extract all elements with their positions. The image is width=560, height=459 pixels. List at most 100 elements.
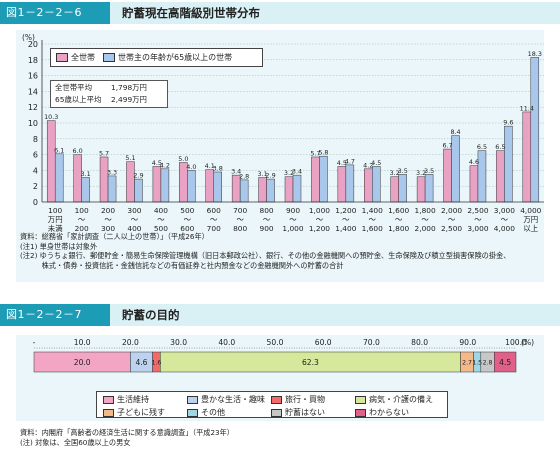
x-tick-label: 1,200 (335, 206, 356, 215)
y-tick-label: 14 (28, 87, 38, 96)
x-tick-label: 1,400 (335, 224, 356, 233)
data-label: 4.2 (363, 161, 373, 169)
x-tick-label: 100 (48, 206, 62, 215)
data-label: 5.7 (310, 149, 320, 157)
bar-senior-households (504, 125, 513, 203)
bar-all-households (73, 154, 82, 203)
legend2-item-7: わからない (355, 407, 445, 418)
figure2-header: 図1－2－2－7 貯蓄の目的 (0, 304, 560, 326)
legend2-label-3: 病気・介護の備え (369, 395, 433, 404)
x-tick-label: ～ (421, 215, 429, 224)
average-box: 全世帯平均 1,798万円 65歳以上平均 2,499万円 (50, 80, 168, 108)
bar-senior-households (54, 153, 64, 203)
x-tick-label: 100.0 (505, 338, 527, 347)
legend-swatch-senior (103, 53, 115, 62)
data-label: 3.2 (284, 169, 294, 177)
legend2-swatch-3 (355, 395, 366, 404)
legend2-label-7: わからない (369, 408, 409, 417)
x-tick-label: 1,200 (309, 224, 330, 233)
figure2-notes: 資料：内閣府「高齢者の経済生活に関する意識調査」（平成23年） (注) 対象は、… (20, 428, 234, 447)
figure2-note: (注) 対象は、全国60歳以上の男女 (20, 437, 131, 447)
x-tick-label: - (33, 338, 36, 347)
figure2-source: 資料：内閣府「高齢者の経済生活に関する意識調査」（平成23年） (20, 428, 234, 437)
data-label: 3.2 (390, 169, 400, 177)
x-tick-label: 100 (75, 206, 89, 215)
y-tick-label: 10 (28, 119, 38, 128)
legend2-label-6: 貯蓄はない (285, 408, 325, 417)
legend2-item-1: 豊かな生活・趣味 (187, 394, 271, 405)
data-label: 5.0 (178, 155, 188, 163)
segment-label: 2.7 (462, 360, 472, 367)
legend-label-all: 全世帯 (71, 53, 95, 62)
data-label: 9.6 (503, 119, 513, 127)
y-tick-label: 12 (28, 103, 38, 112)
legend2-item-4: 子どもに残す (103, 407, 187, 418)
bar-all-households (284, 176, 294, 203)
bar-senior-households (345, 164, 355, 203)
legend2-label-0: 生活維持 (117, 395, 149, 404)
data-label: 4.6 (469, 158, 479, 166)
x-tick-label: 90.0 (459, 338, 476, 347)
data-label: 4.5 (152, 159, 162, 167)
figure1-notes: 資料：総務省「家計調査（二人以上の世帯）」（平成26年） (注1) 単身世帯は対… (20, 232, 510, 270)
bar-all-households (496, 150, 505, 203)
x-tick-label: 300 (101, 224, 115, 233)
average-senior-label: 65歳以上平均 (55, 95, 102, 104)
bar-senior-households (292, 174, 302, 203)
x-tick-label: ～ (342, 215, 350, 224)
bar-all-households (390, 176, 399, 203)
bar-senior-households (319, 155, 328, 203)
x-tick-label: 万円 (523, 215, 538, 224)
figure1-note2: (注2) ゆうちょ銀行、郵便貯金・簡易生命保険管理機構（旧日本郵政公社）、銀行、… (20, 251, 511, 261)
x-tick-label: 60.0 (315, 338, 332, 347)
x-tick-label: 900 (286, 206, 300, 215)
data-label: 3.8 (213, 164, 223, 172)
x-tick-label: ～ (184, 215, 192, 224)
x-tick-label: 80.0 (411, 338, 428, 347)
x-tick-label: 2,000 (441, 206, 462, 215)
legend2-item-5: その他 (187, 407, 271, 418)
average-row-all: 全世帯平均 1,798万円 (55, 82, 167, 94)
y-tick-label: 8 (33, 135, 38, 144)
bar-senior-households (81, 177, 90, 203)
x-tick-label: 500 (154, 224, 168, 233)
legend-label-senior: 世帯主の年齢が65歳以上の世帯 (118, 53, 233, 62)
x-tick-label: 1,400 (362, 206, 383, 215)
x-tick-label: 1,800 (415, 206, 436, 215)
x-tick-label: ～ (316, 215, 324, 224)
data-label: 3.5 (398, 167, 408, 175)
bar-all-households (46, 120, 56, 203)
legend2-label-1: 豊かな生活・趣味 (201, 395, 265, 404)
x-tick-label: 以上 (523, 224, 538, 233)
figure1-note1: (注1) 単身世帯は対象外 (20, 241, 98, 251)
bar-all-households (443, 148, 452, 203)
bar-senior-households (187, 170, 196, 203)
data-label: 4.0 (186, 163, 196, 171)
bar-senior-households (398, 174, 407, 203)
legend2-swatch-6 (271, 408, 282, 417)
x-tick-label: ～ (474, 215, 482, 224)
x-tick-label: ～ (157, 215, 165, 224)
segment-label: 2.8 (483, 360, 493, 367)
x-tick-label: ～ (131, 215, 139, 224)
data-label: 10.3 (44, 113, 58, 121)
y-tick-label: 20 (28, 40, 38, 49)
figure1-note2-cont: 株式・債券・投資信託・金銭信託などの有価証券と社内預金などの金融機関外への貯蓄の… (20, 260, 344, 270)
x-tick-label: ～ (263, 215, 271, 224)
bar-all-households (126, 161, 135, 203)
bar-all-households (152, 166, 162, 203)
segment-label: 4.5 (499, 358, 511, 367)
bar-all-households (469, 165, 479, 203)
x-tick-label: 1,600 (388, 206, 409, 215)
bar-senior-households (424, 174, 434, 203)
x-tick-label: ～ (369, 215, 377, 224)
bar-all-households (337, 166, 347, 203)
x-tick-label: 3,000 (494, 206, 515, 215)
data-label: 3.1 (81, 170, 91, 178)
figure1-header: 図1－2－2－6 貯蓄現在高階級別世帯分布 (0, 2, 560, 24)
data-label: 3.2 (416, 169, 426, 177)
legend2-label-5: その他 (201, 408, 225, 417)
data-label: 11.4 (520, 104, 534, 112)
y-tick-label: 0 (33, 198, 38, 207)
bar-senior-households (239, 179, 249, 203)
